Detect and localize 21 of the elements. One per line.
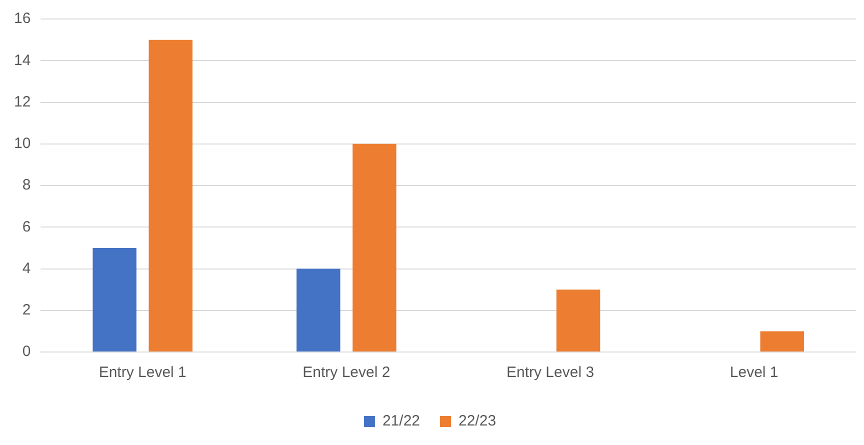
y-tick-label: 0 [22, 343, 31, 360]
x-tick-label: Entry Level 2 [302, 364, 390, 382]
y-tick-label: 8 [22, 176, 31, 194]
y-tick-label: 6 [22, 218, 31, 236]
x-tick-label: Entry Level 1 [98, 364, 186, 382]
bar [148, 40, 192, 352]
bar [556, 290, 600, 352]
y-tick-label: 2 [22, 302, 31, 319]
legend-label: 22/23 [458, 412, 496, 430]
x-tick-label: Level 1 [730, 364, 778, 382]
y-tick-label: 16 [14, 10, 31, 28]
legend-label: 21/22 [382, 412, 420, 430]
bar [92, 248, 136, 352]
bar [760, 331, 804, 352]
y-tick-label: 14 [14, 52, 31, 69]
bar [296, 268, 340, 352]
y-tick-label: 10 [14, 135, 31, 152]
bar [352, 144, 396, 352]
x-tick-label: Entry Level 3 [506, 364, 594, 382]
y-tick-label: 4 [22, 260, 31, 277]
y-tick-label: 12 [14, 93, 31, 110]
